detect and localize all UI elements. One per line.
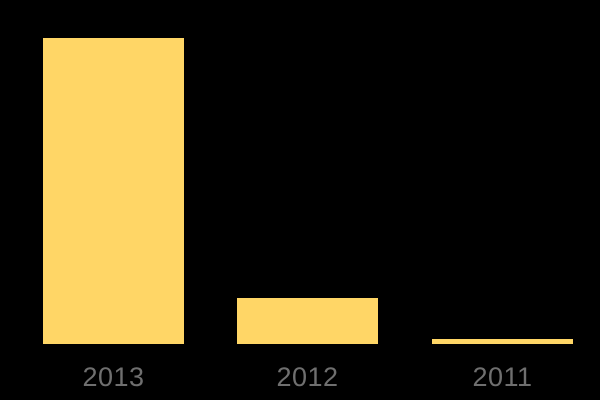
bar-2011 bbox=[432, 339, 573, 344]
x-axis-label-2011: 2011 bbox=[472, 362, 533, 392]
bar-2013 bbox=[43, 38, 184, 344]
bar-2012 bbox=[237, 298, 378, 344]
x-axis-label-2013: 2013 bbox=[82, 362, 145, 392]
x-axis-label-2012: 2012 bbox=[276, 362, 339, 392]
